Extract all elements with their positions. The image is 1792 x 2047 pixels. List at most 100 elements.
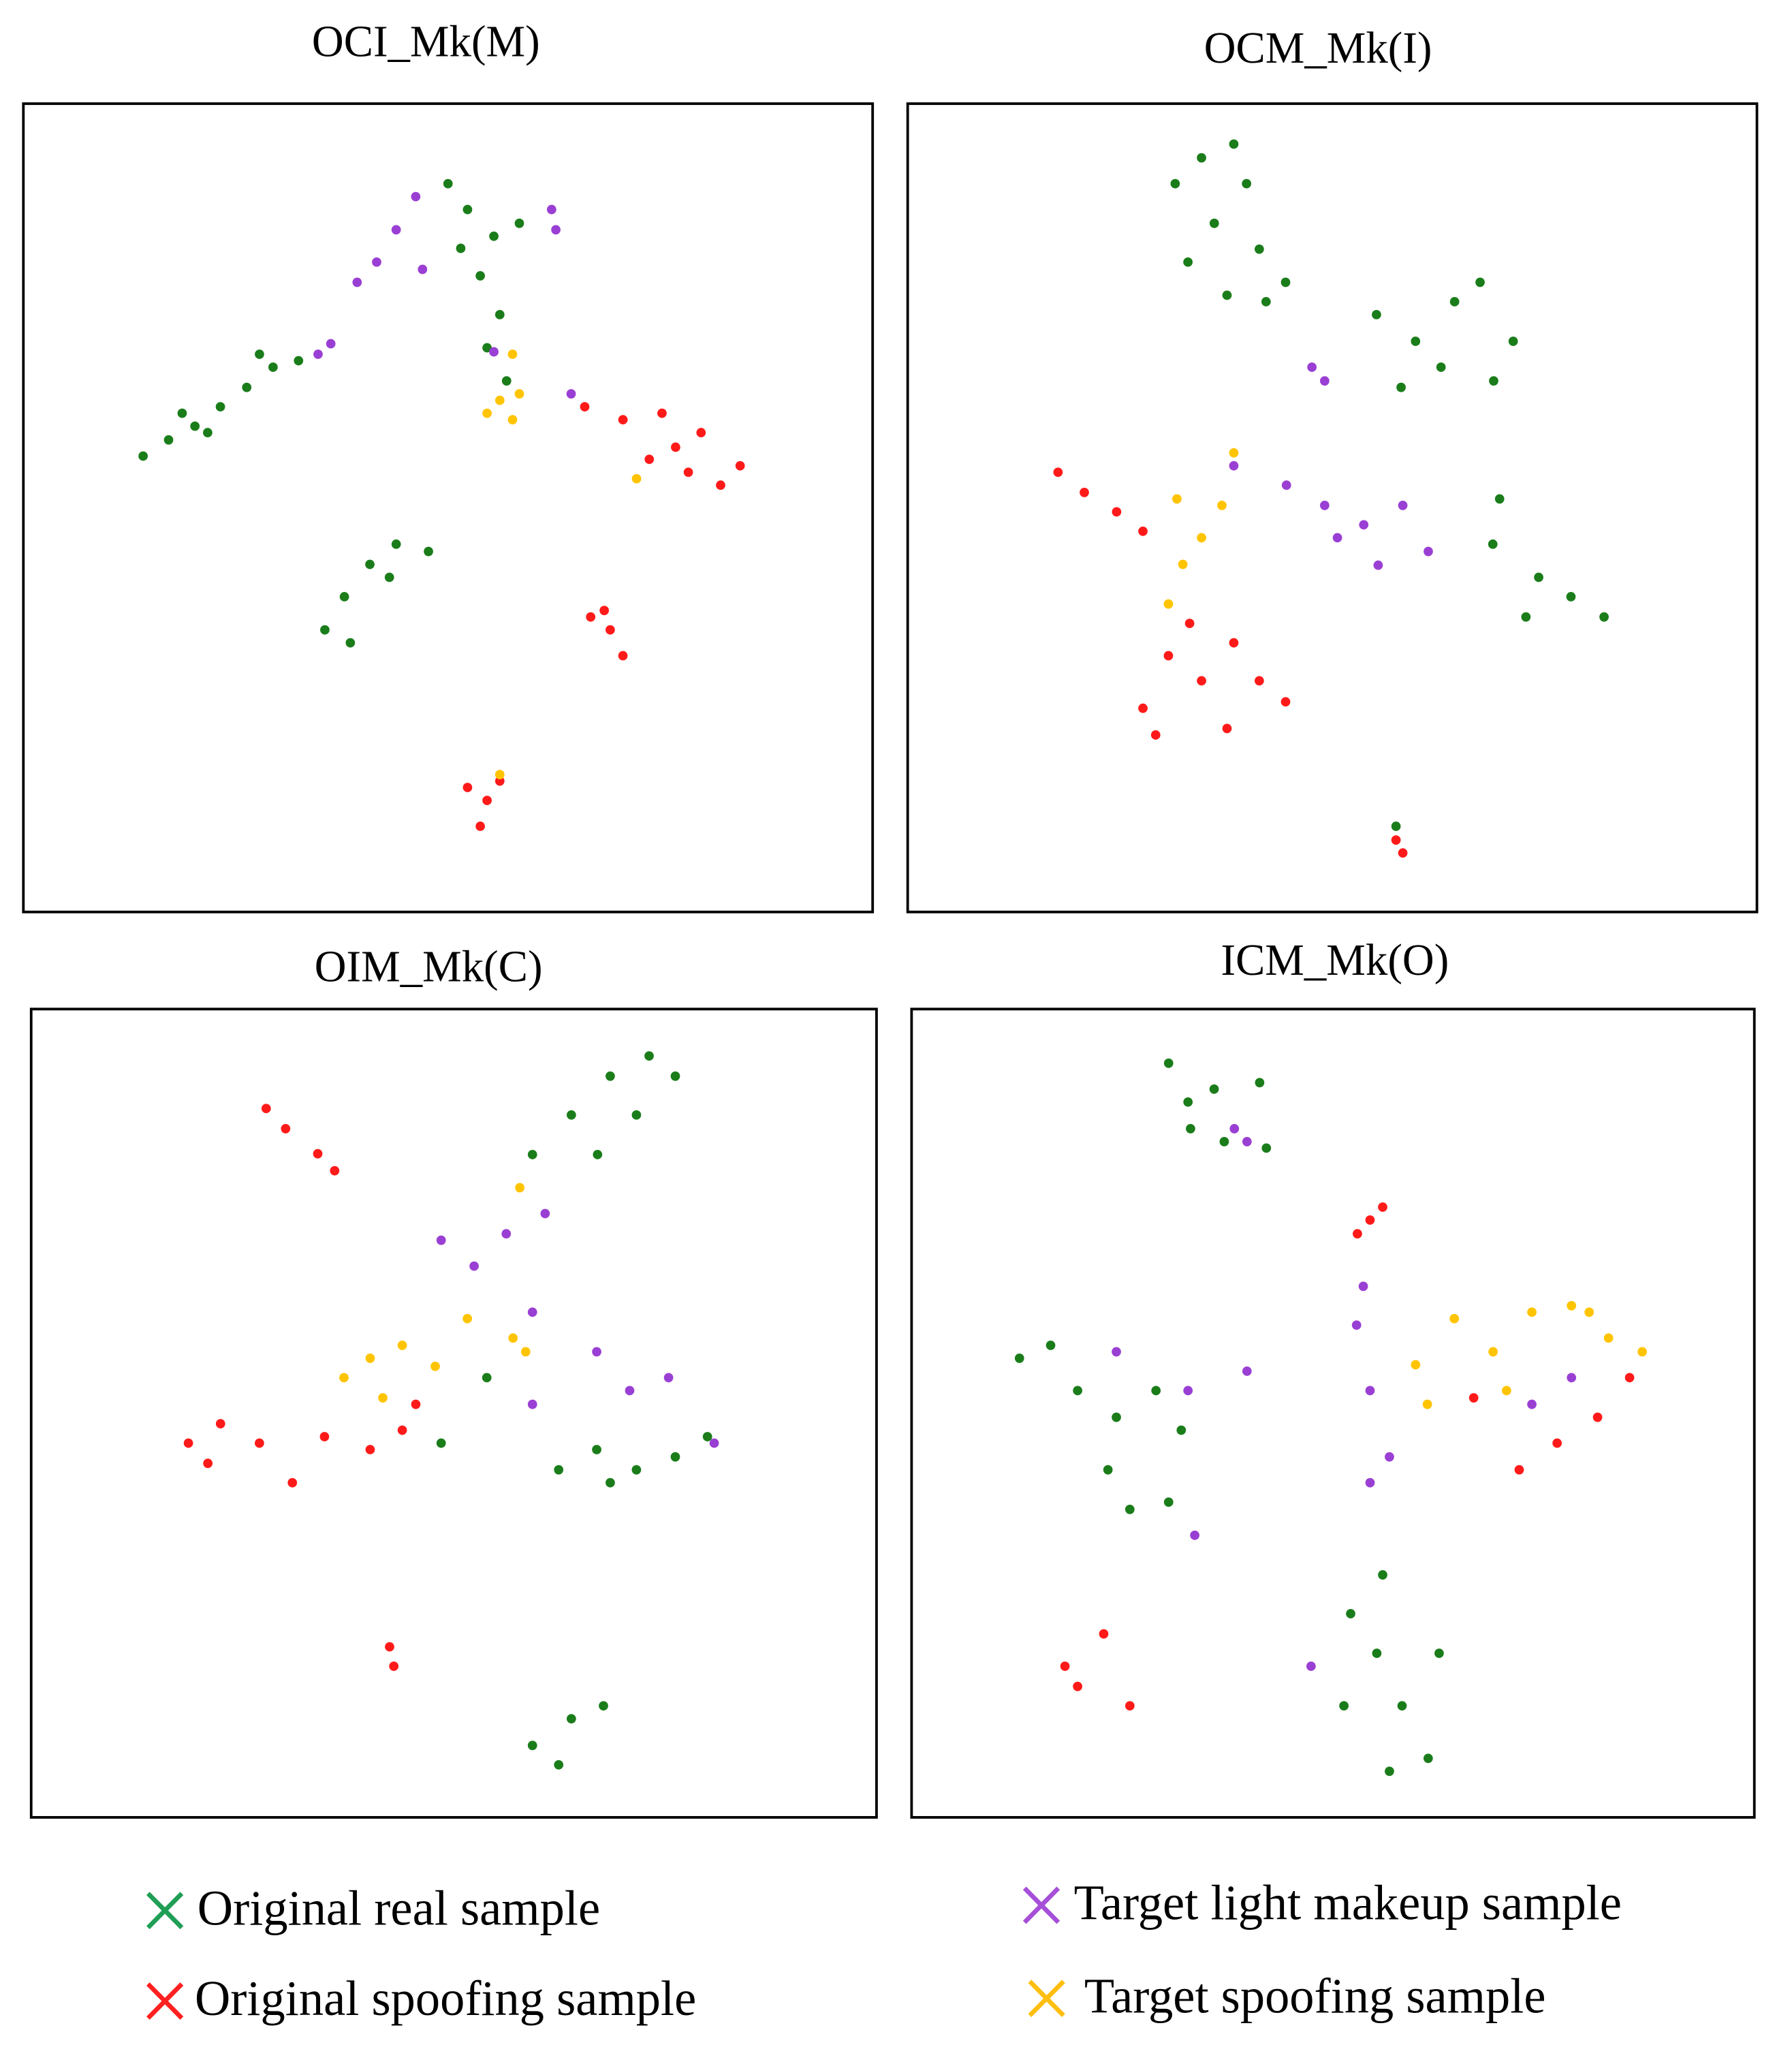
scatter-point <box>1163 1058 1174 1068</box>
scatter-point <box>494 309 505 319</box>
scatter-point <box>1508 337 1518 346</box>
scatter-point <box>644 1051 654 1061</box>
scatter-point <box>482 408 492 418</box>
scatter-point <box>1099 1629 1109 1639</box>
scatter-point <box>606 1071 615 1081</box>
scatter-point <box>507 349 518 359</box>
scatter-point <box>1163 599 1174 609</box>
scatter-point <box>1186 1123 1195 1134</box>
scatter-point <box>1391 835 1401 845</box>
scatter-point <box>330 1166 340 1176</box>
scatter-point <box>1372 309 1381 319</box>
scatter-point <box>1353 1229 1362 1239</box>
scatter-point <box>443 178 453 189</box>
scatter-point <box>1229 1123 1240 1134</box>
scatter-point <box>1209 218 1219 228</box>
scatter-point <box>599 1701 608 1711</box>
scatter-point <box>138 451 148 461</box>
scatter-point <box>365 1353 375 1363</box>
scatter-point <box>190 421 200 431</box>
scatter-point <box>507 415 518 425</box>
scatter-point <box>1566 592 1576 601</box>
scatter-point <box>1151 1386 1161 1396</box>
scatter-point <box>365 559 375 569</box>
scatter-point <box>663 1373 674 1383</box>
plot-frame <box>910 1007 1756 1819</box>
scatter-point <box>1372 1648 1382 1658</box>
scatter-point <box>1184 619 1195 629</box>
scatter-point <box>657 408 667 418</box>
scatter-point <box>631 1465 642 1475</box>
scatter-point <box>1527 1307 1537 1317</box>
scatter-point <box>1449 1313 1460 1324</box>
scatter-point <box>618 415 628 425</box>
scatter-point <box>378 1393 388 1403</box>
scatter-point <box>671 442 680 452</box>
scatter-point <box>1150 730 1161 740</box>
scatter-point <box>527 1740 537 1751</box>
scatter-point <box>255 349 264 359</box>
scatter-point <box>501 376 512 386</box>
scatter-point <box>1475 277 1485 287</box>
scatter-point <box>606 625 615 635</box>
scatter-point <box>319 1432 330 1441</box>
scatter-point <box>1339 1701 1349 1711</box>
scatter-point <box>1229 638 1239 648</box>
scatter-point <box>339 1373 349 1383</box>
scatter-point <box>514 389 524 399</box>
scatter-point <box>1229 448 1239 458</box>
scatter-point <box>566 1714 576 1724</box>
scatter-point <box>242 382 252 392</box>
scatter-point <box>1172 494 1182 504</box>
scatter-point <box>1197 676 1206 686</box>
scatter-point <box>1398 848 1408 858</box>
scatter-point <box>631 473 642 484</box>
scatter-point <box>1397 1701 1407 1711</box>
scatter-point <box>1307 362 1317 372</box>
scatter-point <box>1494 494 1505 504</box>
legend-marker <box>1022 1886 1060 1924</box>
scatter-point <box>1489 376 1498 386</box>
scatter-point <box>430 1361 440 1371</box>
scatter-point <box>1176 1425 1186 1435</box>
scatter-point <box>1163 1497 1174 1507</box>
scatter-point <box>1488 1347 1498 1357</box>
scatter-point <box>372 257 381 267</box>
scatter-point <box>1365 1478 1375 1488</box>
scatter-point <box>1411 337 1421 346</box>
legend-label: Target spoofing sample <box>1084 1968 1546 2023</box>
legend-marker <box>146 1892 184 1930</box>
chart-title: OIM_Mk(C) <box>315 942 543 991</box>
scatter-point <box>540 1208 550 1219</box>
scatter-point <box>469 1261 479 1271</box>
scatter-point <box>527 1149 537 1159</box>
scatter-point <box>599 606 610 616</box>
scatter-point <box>1183 257 1193 267</box>
scatter-point <box>514 218 524 228</box>
scatter-point <box>515 1183 525 1193</box>
scatter-point <box>475 270 485 281</box>
scatter-point <box>1320 376 1330 386</box>
scatter-point <box>1281 480 1291 490</box>
scatter-point <box>625 1386 635 1396</box>
scatter-point <box>385 1642 394 1652</box>
scatter-point <box>339 592 349 601</box>
scatter-point <box>1359 520 1369 530</box>
scatter-point <box>203 428 213 438</box>
legend-marker <box>146 1982 184 2020</box>
scatter-point <box>489 347 499 357</box>
scatter-point <box>547 204 556 215</box>
scatter-point <box>1488 539 1498 549</box>
scatter-point <box>1358 1281 1368 1292</box>
scatter-point <box>1103 1465 1113 1475</box>
scatter-point <box>670 1452 680 1462</box>
scatter-point <box>411 191 421 202</box>
chart-title: OCM_Mk(I) <box>1204 24 1432 73</box>
scatter-point <box>462 783 473 792</box>
scatter-point <box>683 467 693 478</box>
scatter-point <box>1242 178 1252 189</box>
scatter-point <box>313 1148 323 1159</box>
scatter-point <box>1242 1136 1252 1146</box>
scatter-point <box>391 225 401 235</box>
